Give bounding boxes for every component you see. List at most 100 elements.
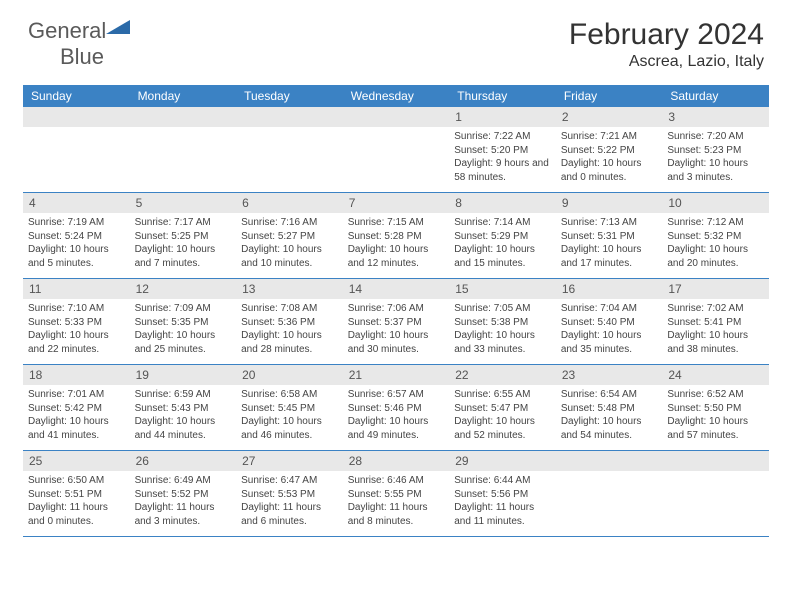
- day-number-empty: [662, 451, 769, 471]
- day-cell: 2Sunrise: 7:21 AMSunset: 5:22 PMDaylight…: [556, 107, 663, 193]
- logo-word1: General: [28, 18, 106, 43]
- day-number-empty: [236, 107, 343, 127]
- day-details: Sunrise: 6:50 AMSunset: 5:51 PMDaylight:…: [23, 471, 130, 536]
- day-cell: 8Sunrise: 7:14 AMSunset: 5:29 PMDaylight…: [449, 193, 556, 279]
- day-details: Sunrise: 6:46 AMSunset: 5:55 PMDaylight:…: [343, 471, 450, 536]
- day-number: 28: [343, 451, 450, 471]
- day-cell: 23Sunrise: 6:54 AMSunset: 5:48 PMDayligh…: [556, 365, 663, 451]
- day-details: Sunrise: 7:16 AMSunset: 5:27 PMDaylight:…: [236, 213, 343, 278]
- day-number-empty: [343, 107, 450, 127]
- day-details: Sunrise: 6:49 AMSunset: 5:52 PMDaylight:…: [130, 471, 237, 536]
- day-number: 6: [236, 193, 343, 213]
- day-cell: 3Sunrise: 7:20 AMSunset: 5:23 PMDaylight…: [662, 107, 769, 193]
- day-details: Sunrise: 7:04 AMSunset: 5:40 PMDaylight:…: [556, 299, 663, 364]
- day-cell: [556, 451, 663, 537]
- day-cell: 15Sunrise: 7:05 AMSunset: 5:38 PMDayligh…: [449, 279, 556, 365]
- logo-triangle-icon: [106, 18, 130, 38]
- day-details: Sunrise: 7:01 AMSunset: 5:42 PMDaylight:…: [23, 385, 130, 450]
- day-number: 9: [556, 193, 663, 213]
- day-details: Sunrise: 7:13 AMSunset: 5:31 PMDaylight:…: [556, 213, 663, 278]
- day-number: 13: [236, 279, 343, 299]
- day-details: Sunrise: 7:12 AMSunset: 5:32 PMDaylight:…: [662, 213, 769, 278]
- day-number: 14: [343, 279, 450, 299]
- day-cell: 12Sunrise: 7:09 AMSunset: 5:35 PMDayligh…: [130, 279, 237, 365]
- day-cell: 7Sunrise: 7:15 AMSunset: 5:28 PMDaylight…: [343, 193, 450, 279]
- logo-text: General Blue: [28, 18, 130, 70]
- day-number: 22: [449, 365, 556, 385]
- week-row: 1Sunrise: 7:22 AMSunset: 5:20 PMDaylight…: [23, 107, 769, 193]
- day-cell: 13Sunrise: 7:08 AMSunset: 5:36 PMDayligh…: [236, 279, 343, 365]
- week-row: 4Sunrise: 7:19 AMSunset: 5:24 PMDaylight…: [23, 193, 769, 279]
- dow-header: Monday: [130, 85, 237, 107]
- day-cell: 19Sunrise: 6:59 AMSunset: 5:43 PMDayligh…: [130, 365, 237, 451]
- day-cell: 29Sunrise: 6:44 AMSunset: 5:56 PMDayligh…: [449, 451, 556, 537]
- day-cell: [130, 107, 237, 193]
- day-cell: [23, 107, 130, 193]
- header: General Blue February 2024 Ascrea, Lazio…: [0, 0, 792, 81]
- dow-header: Wednesday: [343, 85, 450, 107]
- day-cell: 20Sunrise: 6:58 AMSunset: 5:45 PMDayligh…: [236, 365, 343, 451]
- day-number: 29: [449, 451, 556, 471]
- day-number-empty: [23, 107, 130, 127]
- day-number-empty: [556, 451, 663, 471]
- day-number: 10: [662, 193, 769, 213]
- location-subtitle: Ascrea, Lazio, Italy: [569, 53, 764, 71]
- dow-header: Friday: [556, 85, 663, 107]
- day-details: Sunrise: 6:54 AMSunset: 5:48 PMDaylight:…: [556, 385, 663, 450]
- day-number: 2: [556, 107, 663, 127]
- day-number: 7: [343, 193, 450, 213]
- day-details: Sunrise: 7:15 AMSunset: 5:28 PMDaylight:…: [343, 213, 450, 278]
- week-row: 25Sunrise: 6:50 AMSunset: 5:51 PMDayligh…: [23, 451, 769, 537]
- day-number: 16: [556, 279, 663, 299]
- day-cell: 14Sunrise: 7:06 AMSunset: 5:37 PMDayligh…: [343, 279, 450, 365]
- day-details: Sunrise: 6:55 AMSunset: 5:47 PMDaylight:…: [449, 385, 556, 450]
- day-cell: 4Sunrise: 7:19 AMSunset: 5:24 PMDaylight…: [23, 193, 130, 279]
- calendar-table: SundayMondayTuesdayWednesdayThursdayFrid…: [23, 85, 769, 537]
- day-number: 4: [23, 193, 130, 213]
- day-cell: 9Sunrise: 7:13 AMSunset: 5:31 PMDaylight…: [556, 193, 663, 279]
- day-cell: 27Sunrise: 6:47 AMSunset: 5:53 PMDayligh…: [236, 451, 343, 537]
- day-number: 24: [662, 365, 769, 385]
- day-cell: 26Sunrise: 6:49 AMSunset: 5:52 PMDayligh…: [130, 451, 237, 537]
- day-cell: 22Sunrise: 6:55 AMSunset: 5:47 PMDayligh…: [449, 365, 556, 451]
- day-of-week-row: SundayMondayTuesdayWednesdayThursdayFrid…: [23, 85, 769, 107]
- week-row: 11Sunrise: 7:10 AMSunset: 5:33 PMDayligh…: [23, 279, 769, 365]
- day-number: 23: [556, 365, 663, 385]
- day-number: 3: [662, 107, 769, 127]
- day-number: 19: [130, 365, 237, 385]
- day-cell: 6Sunrise: 7:16 AMSunset: 5:27 PMDaylight…: [236, 193, 343, 279]
- day-number: 5: [130, 193, 237, 213]
- day-details: Sunrise: 7:05 AMSunset: 5:38 PMDaylight:…: [449, 299, 556, 364]
- day-cell: 16Sunrise: 7:04 AMSunset: 5:40 PMDayligh…: [556, 279, 663, 365]
- day-cell: 17Sunrise: 7:02 AMSunset: 5:41 PMDayligh…: [662, 279, 769, 365]
- day-cell: 11Sunrise: 7:10 AMSunset: 5:33 PMDayligh…: [23, 279, 130, 365]
- day-number: 18: [23, 365, 130, 385]
- day-details: Sunrise: 7:22 AMSunset: 5:20 PMDaylight:…: [449, 127, 556, 192]
- day-details: Sunrise: 7:21 AMSunset: 5:22 PMDaylight:…: [556, 127, 663, 192]
- day-cell: 24Sunrise: 6:52 AMSunset: 5:50 PMDayligh…: [662, 365, 769, 451]
- day-details: Sunrise: 7:19 AMSunset: 5:24 PMDaylight:…: [23, 213, 130, 278]
- logo: General Blue: [28, 18, 130, 70]
- day-details: Sunrise: 7:06 AMSunset: 5:37 PMDaylight:…: [343, 299, 450, 364]
- day-cell: 21Sunrise: 6:57 AMSunset: 5:46 PMDayligh…: [343, 365, 450, 451]
- day-cell: [236, 107, 343, 193]
- day-cell: 5Sunrise: 7:17 AMSunset: 5:25 PMDaylight…: [130, 193, 237, 279]
- day-details: Sunrise: 7:14 AMSunset: 5:29 PMDaylight:…: [449, 213, 556, 278]
- day-details: Sunrise: 7:09 AMSunset: 5:35 PMDaylight:…: [130, 299, 237, 364]
- day-details: Sunrise: 6:59 AMSunset: 5:43 PMDaylight:…: [130, 385, 237, 450]
- dow-header: Saturday: [662, 85, 769, 107]
- day-details: Sunrise: 6:58 AMSunset: 5:45 PMDaylight:…: [236, 385, 343, 450]
- day-cell: [662, 451, 769, 537]
- week-row: 18Sunrise: 7:01 AMSunset: 5:42 PMDayligh…: [23, 365, 769, 451]
- day-details: Sunrise: 7:02 AMSunset: 5:41 PMDaylight:…: [662, 299, 769, 364]
- day-number: 26: [130, 451, 237, 471]
- day-details: Sunrise: 6:47 AMSunset: 5:53 PMDaylight:…: [236, 471, 343, 536]
- day-number: 25: [23, 451, 130, 471]
- day-details: Sunrise: 7:20 AMSunset: 5:23 PMDaylight:…: [662, 127, 769, 192]
- day-number: 1: [449, 107, 556, 127]
- title-block: February 2024 Ascrea, Lazio, Italy: [569, 18, 764, 71]
- day-number: 8: [449, 193, 556, 213]
- day-details: Sunrise: 6:57 AMSunset: 5:46 PMDaylight:…: [343, 385, 450, 450]
- day-number: 11: [23, 279, 130, 299]
- day-number: 17: [662, 279, 769, 299]
